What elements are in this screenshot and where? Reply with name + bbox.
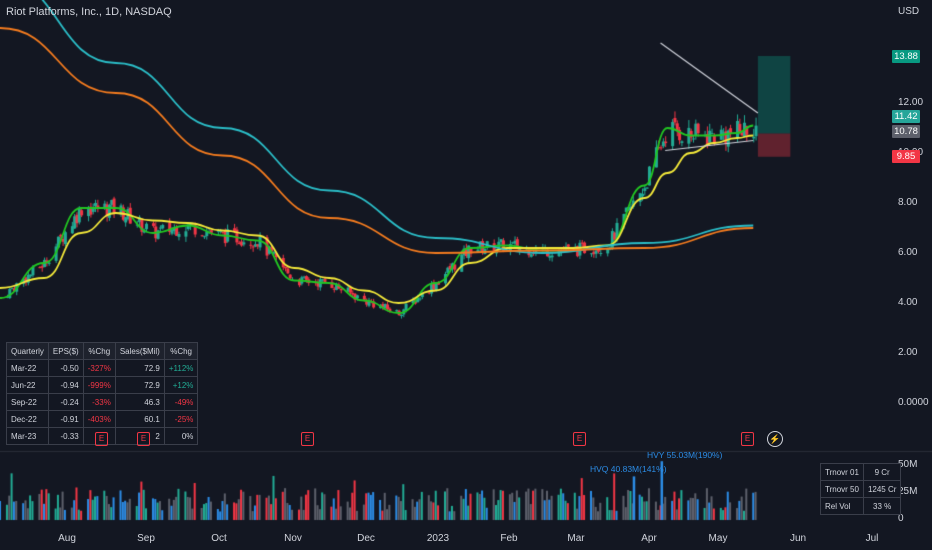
lightning-icon[interactable]: ⚡: [767, 431, 783, 447]
hvy-volume-label: HVY 55.03M(190%): [647, 450, 723, 460]
sales-cell: 72.9: [114, 376, 165, 394]
fundamentals-table: Quarterly EPS($) %Chg Sales($Mil) %Chg M…: [6, 342, 199, 445]
table-row: Sep-22 -0.24 -33% 46.3 -49%: [6, 393, 199, 411]
sales-change-cell: +112%: [163, 359, 199, 377]
price-tick: 6.00: [898, 247, 918, 258]
price-tick: 2.00: [898, 347, 918, 358]
turnover-table: Trnovr 01 9 Cr Trnovr 50 1245 Cr Rel Vol…: [820, 463, 902, 515]
earnings-marker-icon[interactable]: E: [741, 432, 754, 446]
eps-change-cell: -327%: [82, 359, 116, 377]
quarter-cell: Sep-22: [6, 393, 49, 411]
eps-change-cell: -999%: [82, 376, 116, 394]
time-label: Sep: [137, 533, 155, 544]
time-label: Jul: [865, 533, 879, 544]
column-header: %Chg: [82, 342, 116, 360]
entry-price-tag: 10.78: [892, 125, 920, 138]
turnover-label: Trnovr 01: [820, 463, 864, 481]
price-tick: 0.0000: [898, 397, 929, 408]
sales-change-cell: -49%: [163, 393, 199, 411]
time-label: May: [708, 533, 728, 544]
eps-change-cell: -33%: [82, 393, 116, 411]
eps-change-cell: -403%: [82, 410, 116, 428]
column-header: EPS($): [47, 342, 84, 360]
sales-cell: 46.3: [114, 393, 165, 411]
table-row: Trnovr 50 1245 Cr: [820, 480, 902, 498]
table-row: Rel Vol 33 %: [820, 497, 902, 515]
price-tick: 8.00: [898, 197, 918, 208]
time-label: Aug: [58, 533, 76, 544]
currency-label: USD: [898, 6, 920, 17]
earnings-marker-icon[interactable]: E: [573, 432, 586, 446]
volume-tick: 0: [898, 513, 904, 524]
time-label: Apr: [641, 533, 657, 544]
column-header: %Chg: [163, 342, 199, 360]
time-label: 2023: [426, 533, 450, 544]
target-price-tag: 13.88: [892, 50, 920, 63]
hvq-volume-label: HVQ 40.83M(141%): [590, 464, 667, 474]
earnings-marker-icon[interactable]: E: [95, 432, 108, 446]
eps-cell: -0.94: [47, 376, 84, 394]
sales-cell: 2: [114, 427, 165, 445]
time-label: Dec: [357, 533, 375, 544]
volume-tick: 50M: [898, 459, 918, 470]
sales-change-cell: +12%: [163, 376, 199, 394]
column-header: Sales($Mil): [114, 342, 165, 360]
table-header-row: Quarterly EPS($) %Chg Sales($Mil) %Chg: [6, 342, 199, 360]
time-label: Nov: [284, 533, 302, 544]
earnings-marker-icon[interactable]: E: [301, 432, 314, 446]
price-tick: 4.00: [898, 297, 918, 308]
quarter-cell: Mar-23: [6, 427, 49, 445]
turnover-value: 33 %: [862, 497, 902, 515]
stop-price-tag: 9.85: [892, 150, 920, 163]
eps-cell: -0.24: [47, 393, 84, 411]
table-row: Jun-22 -0.94 -999% 72.9 +12%: [6, 376, 199, 394]
turnover-label: Trnovr 50: [820, 480, 864, 498]
sales-cell: 60.1: [114, 410, 165, 428]
table-row: Mar-23 -0.33 2 0%: [6, 427, 199, 445]
column-header: Quarterly: [6, 342, 49, 360]
table-row: Trnovr 01 9 Cr: [820, 463, 902, 481]
time-label: Oct: [211, 533, 227, 544]
eps-cell: -0.91: [47, 410, 84, 428]
eps-cell: -0.50: [47, 359, 84, 377]
time-label: Feb: [500, 533, 518, 544]
table-row: Mar-22 -0.50 -327% 72.9 +112%: [6, 359, 199, 377]
quarter-cell: Mar-22: [6, 359, 49, 377]
table-row: Dec-22 -0.91 -403% 60.1 -25%: [6, 410, 199, 428]
last-price-tag: 11.42: [892, 110, 920, 123]
sales-cell: 72.9: [114, 359, 165, 377]
turnover-value: 1245 Cr: [862, 480, 902, 498]
price-tick: 12.00: [898, 97, 924, 108]
sales-change-cell: 0%: [163, 427, 199, 445]
turnover-value: 9 Cr: [862, 463, 902, 481]
volume-tick: 25M: [898, 486, 918, 497]
quarter-cell: Dec-22: [6, 410, 49, 428]
quarter-cell: Jun-22: [6, 376, 49, 394]
sales-change-cell: -25%: [163, 410, 199, 428]
turnover-label: Rel Vol: [820, 497, 864, 515]
time-label: Jun: [789, 533, 807, 544]
earnings-marker-icon[interactable]: E: [137, 432, 150, 446]
time-label: Mar: [567, 533, 585, 544]
chart-title: Riot Platforms, Inc., 1D, NASDAQ: [6, 6, 172, 18]
eps-cell: -0.33: [47, 427, 84, 445]
